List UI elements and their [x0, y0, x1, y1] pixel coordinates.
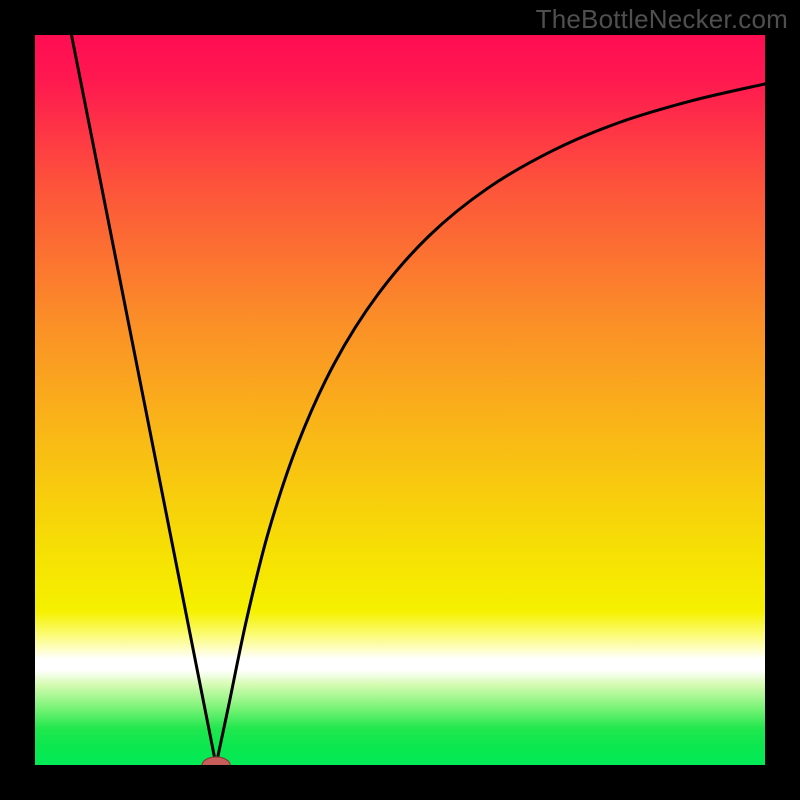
plot-area	[35, 35, 765, 765]
watermark-text: TheBottleNecker.com	[536, 4, 788, 35]
chart-stage: TheBottleNecker.com	[0, 0, 800, 800]
chart-svg	[35, 35, 765, 765]
